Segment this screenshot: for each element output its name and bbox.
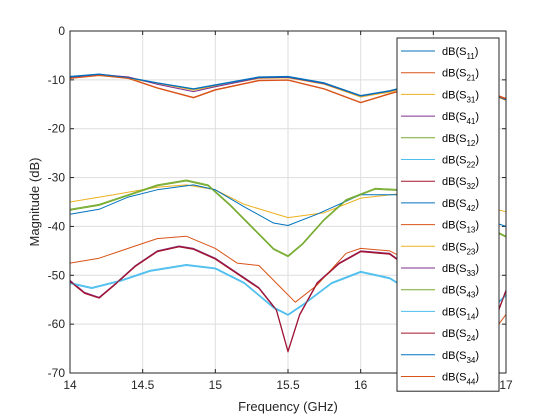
x-tick-label: 14 (63, 378, 77, 392)
x-axis-label: Frequency (GHz) (238, 399, 338, 414)
legend-entry-suffix: ) (475, 89, 479, 101)
x-tick-label: 17 (499, 378, 513, 392)
legend-entry-subscript: 31 (466, 95, 475, 104)
legend-entry-suffix: ) (475, 285, 479, 297)
legend-entry-subscript: 11 (466, 52, 475, 61)
plot-frame (69, 30, 507, 374)
y-tick-label: 0 (58, 24, 65, 38)
legend-entry-base: dB(S (442, 350, 466, 362)
legend-entry-suffix: ) (475, 306, 479, 318)
legend-box (396, 37, 500, 392)
legend-entry-subscript: 23 (466, 247, 475, 256)
legend-entry-subscript: 22 (466, 161, 475, 170)
legend-entry-subscript: 32 (466, 182, 475, 191)
legend-entry: dB(S23) (442, 241, 479, 256)
legend-entry-base: dB(S (442, 46, 466, 58)
legend-entry: dB(S11) (442, 46, 478, 61)
legend-entry-suffix: ) (475, 68, 479, 80)
legend-entry-suffix: ) (475, 241, 479, 253)
legend-entry-subscript: 43 (466, 291, 475, 300)
legend-entry: dB(S44) (442, 372, 479, 387)
legend-entry-base: dB(S (442, 111, 466, 123)
y-axis-label: Magnitude (dB) (27, 158, 42, 247)
legend-entry-base: dB(S (442, 176, 466, 188)
legend-entry-base: dB(S (442, 285, 466, 297)
series-line-43 (69, 180, 507, 258)
legend-entry-base: dB(S (442, 372, 466, 384)
legend-entry-base: dB(S (442, 68, 466, 80)
y-tick-label: -50 (48, 268, 66, 282)
y-tick-labels: 0 -10 -20 -30 -40 -50 -60 -70 (48, 24, 66, 380)
legend-entry-base: dB(S (442, 133, 466, 145)
y-tick-label: -40 (48, 219, 66, 233)
legend-entry-suffix: ) (475, 372, 479, 384)
legend-entry: dB(S12) (442, 133, 479, 148)
x-tick-label: 15 (209, 378, 223, 392)
legend-entry-subscript: 33 (466, 269, 475, 278)
legend-entry-subscript: 44 (466, 378, 475, 387)
legend-entry-suffix: ) (475, 155, 479, 167)
legend-entry: dB(S43) (442, 285, 479, 300)
legend-entry-suffix: ) (475, 176, 479, 188)
y-tick-label: -10 (48, 73, 66, 87)
series-lines (69, 73, 507, 353)
legend-entry-subscript: 13 (466, 226, 475, 235)
legend-entry-subscript: 34 (466, 356, 475, 365)
legend-entry: dB(S31) (442, 89, 479, 104)
legend-entry-base: dB(S (442, 198, 466, 210)
legend-entry-subscript: 21 (466, 74, 475, 83)
y-tick-label: -30 (48, 171, 66, 185)
legend-entry-suffix: ) (475, 220, 479, 232)
legend-entry-suffix: ) (475, 350, 479, 362)
legend-entry: dB(S21) (442, 68, 479, 83)
legend-entry-base: dB(S (442, 89, 466, 101)
legend-entry-base: dB(S (442, 220, 466, 232)
legend-entry-suffix: ) (475, 46, 479, 58)
legend-entry-subscript: 41 (466, 117, 475, 126)
legend-entry-suffix: ) (475, 328, 479, 340)
y-tick-label: -60 (48, 317, 66, 331)
legend-entry: dB(S14) (442, 306, 479, 321)
x-tick-label: 14.5 (131, 378, 155, 392)
legend-entry-base: dB(S (442, 263, 466, 275)
legend-entry: dB(S24) (442, 328, 479, 343)
legend-entry: dB(S42) (442, 198, 479, 213)
legend-entry-subscript: 14 (466, 312, 475, 321)
legend: dB(S11)dB(S21)dB(S31)dB(S41)dB(S12)dB(S2… (396, 37, 500, 392)
x-tick-label: 15.5 (276, 378, 300, 392)
legend-entry-suffix: ) (475, 263, 479, 275)
x-tick-label: 16 (354, 378, 368, 392)
legend-entry-base: dB(S (442, 328, 466, 340)
legend-entry-subscript: 12 (466, 139, 475, 148)
legend-entry: dB(S13) (442, 220, 479, 235)
legend-entry: dB(S34) (442, 350, 479, 365)
legend-entry: dB(S22) (442, 155, 479, 170)
legend-entry: dB(S41) (442, 111, 479, 126)
legend-entry-suffix: ) (475, 133, 479, 145)
legend-entry-subscript: 42 (466, 204, 475, 213)
legend-entry-suffix: ) (475, 111, 479, 123)
legend-entry: dB(S33) (442, 263, 479, 278)
legend-entry-suffix: ) (475, 198, 479, 210)
legend-entry: dB(S32) (442, 176, 479, 191)
legend-entry-subscript: 24 (466, 334, 475, 343)
y-tick-label: -70 (48, 366, 66, 380)
legend-entry-base: dB(S (442, 241, 466, 253)
legend-entry-base: dB(S (442, 155, 466, 167)
legend-entry-base: dB(S (442, 306, 466, 318)
y-tick-label: -20 (48, 122, 66, 136)
series-line-12 (69, 179, 507, 257)
